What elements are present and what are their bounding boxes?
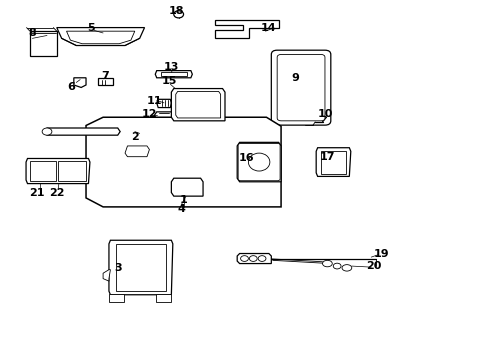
Ellipse shape [322,260,331,267]
Polygon shape [103,270,110,281]
Text: 19: 19 [372,248,388,258]
Text: 1: 1 [179,195,187,205]
Polygon shape [321,150,345,174]
Text: 9: 9 [291,73,299,83]
Text: 13: 13 [163,62,179,72]
Polygon shape [30,31,57,56]
Polygon shape [98,78,113,85]
Text: 20: 20 [366,261,381,271]
Polygon shape [66,31,135,44]
Polygon shape [30,161,56,181]
Polygon shape [215,21,278,39]
Polygon shape [156,294,171,302]
Polygon shape [175,91,220,118]
Text: 14: 14 [261,23,276,33]
Polygon shape [109,294,124,302]
Text: 12: 12 [142,109,157,119]
Polygon shape [171,178,203,196]
FancyBboxPatch shape [271,50,330,125]
Ellipse shape [258,256,265,261]
Polygon shape [86,117,281,207]
Text: 10: 10 [317,109,332,119]
Polygon shape [58,161,85,181]
Polygon shape [116,244,165,291]
Ellipse shape [249,256,257,261]
Text: 22: 22 [49,188,64,198]
Text: 3: 3 [114,263,122,273]
Ellipse shape [240,256,248,261]
Polygon shape [125,146,149,157]
Text: 7: 7 [102,71,109,81]
Text: 8: 8 [28,28,36,38]
Ellipse shape [332,263,340,269]
Text: 18: 18 [168,6,183,17]
Polygon shape [26,158,90,184]
Text: 6: 6 [67,82,75,92]
Polygon shape [237,253,271,264]
Polygon shape [160,72,186,76]
Text: 15: 15 [161,76,176,86]
Polygon shape [44,128,120,135]
Text: 11: 11 [146,96,162,106]
Ellipse shape [173,11,183,18]
Polygon shape [316,148,350,176]
Polygon shape [74,78,86,87]
Polygon shape [237,142,281,182]
Text: 4: 4 [177,204,184,214]
Polygon shape [171,89,224,121]
Text: 2: 2 [131,132,139,142]
Text: 16: 16 [239,153,254,163]
Text: 21: 21 [29,188,45,198]
FancyBboxPatch shape [238,143,280,181]
Ellipse shape [341,265,351,271]
Polygon shape [57,28,144,45]
Text: 17: 17 [319,152,334,162]
Polygon shape [109,240,172,295]
FancyBboxPatch shape [277,54,325,121]
Polygon shape [155,71,192,78]
Text: 5: 5 [87,23,95,33]
Ellipse shape [248,153,269,171]
Ellipse shape [42,128,52,135]
Polygon shape [157,99,171,108]
Polygon shape [154,112,173,119]
